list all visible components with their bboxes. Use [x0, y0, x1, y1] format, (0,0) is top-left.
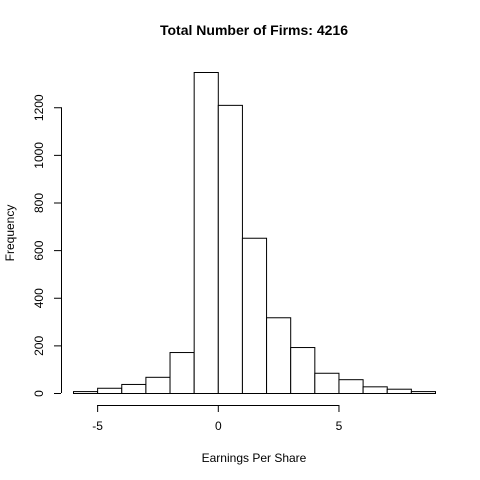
histogram-bar — [97, 387, 123, 395]
histogram-bar — [217, 104, 243, 395]
histogram-bar — [386, 388, 412, 394]
histogram-bar — [193, 72, 219, 394]
x-tick-label: -5 — [92, 419, 103, 433]
histogram-bar — [314, 372, 340, 395]
y-tick-label: 0 — [32, 390, 46, 397]
y-axis: 0 200 400 600 800 1000 1200 — [32, 94, 62, 397]
y-tick-label: 800 — [32, 193, 46, 213]
histogram-bar — [145, 376, 171, 394]
bars-group — [73, 72, 436, 395]
histogram-bar — [338, 379, 364, 395]
x-tick-label: 5 — [336, 419, 343, 433]
x-axis: -5 0 5 — [92, 405, 343, 433]
y-tick-label: 1200 — [32, 94, 46, 121]
x-axis-label: Earnings Per Share — [202, 451, 307, 465]
histogram-bar — [362, 386, 388, 394]
y-tick-label: 200 — [32, 336, 46, 356]
histogram-bar — [73, 391, 99, 394]
y-axis-label: Frequency — [3, 205, 17, 262]
histogram-bar — [169, 352, 195, 395]
histogram-bar — [410, 391, 436, 394]
histogram-bar — [266, 317, 292, 394]
x-tick-label: 0 — [215, 419, 222, 433]
histogram-bar — [241, 237, 268, 394]
histogram-bar — [121, 383, 147, 395]
histogram-bar — [290, 347, 316, 395]
y-tick-label: 1000 — [32, 142, 46, 169]
y-tick-label: 400 — [32, 288, 46, 308]
y-tick-label: 600 — [32, 240, 46, 260]
chart-title: Total Number of Firms: 4216 — [160, 22, 348, 38]
